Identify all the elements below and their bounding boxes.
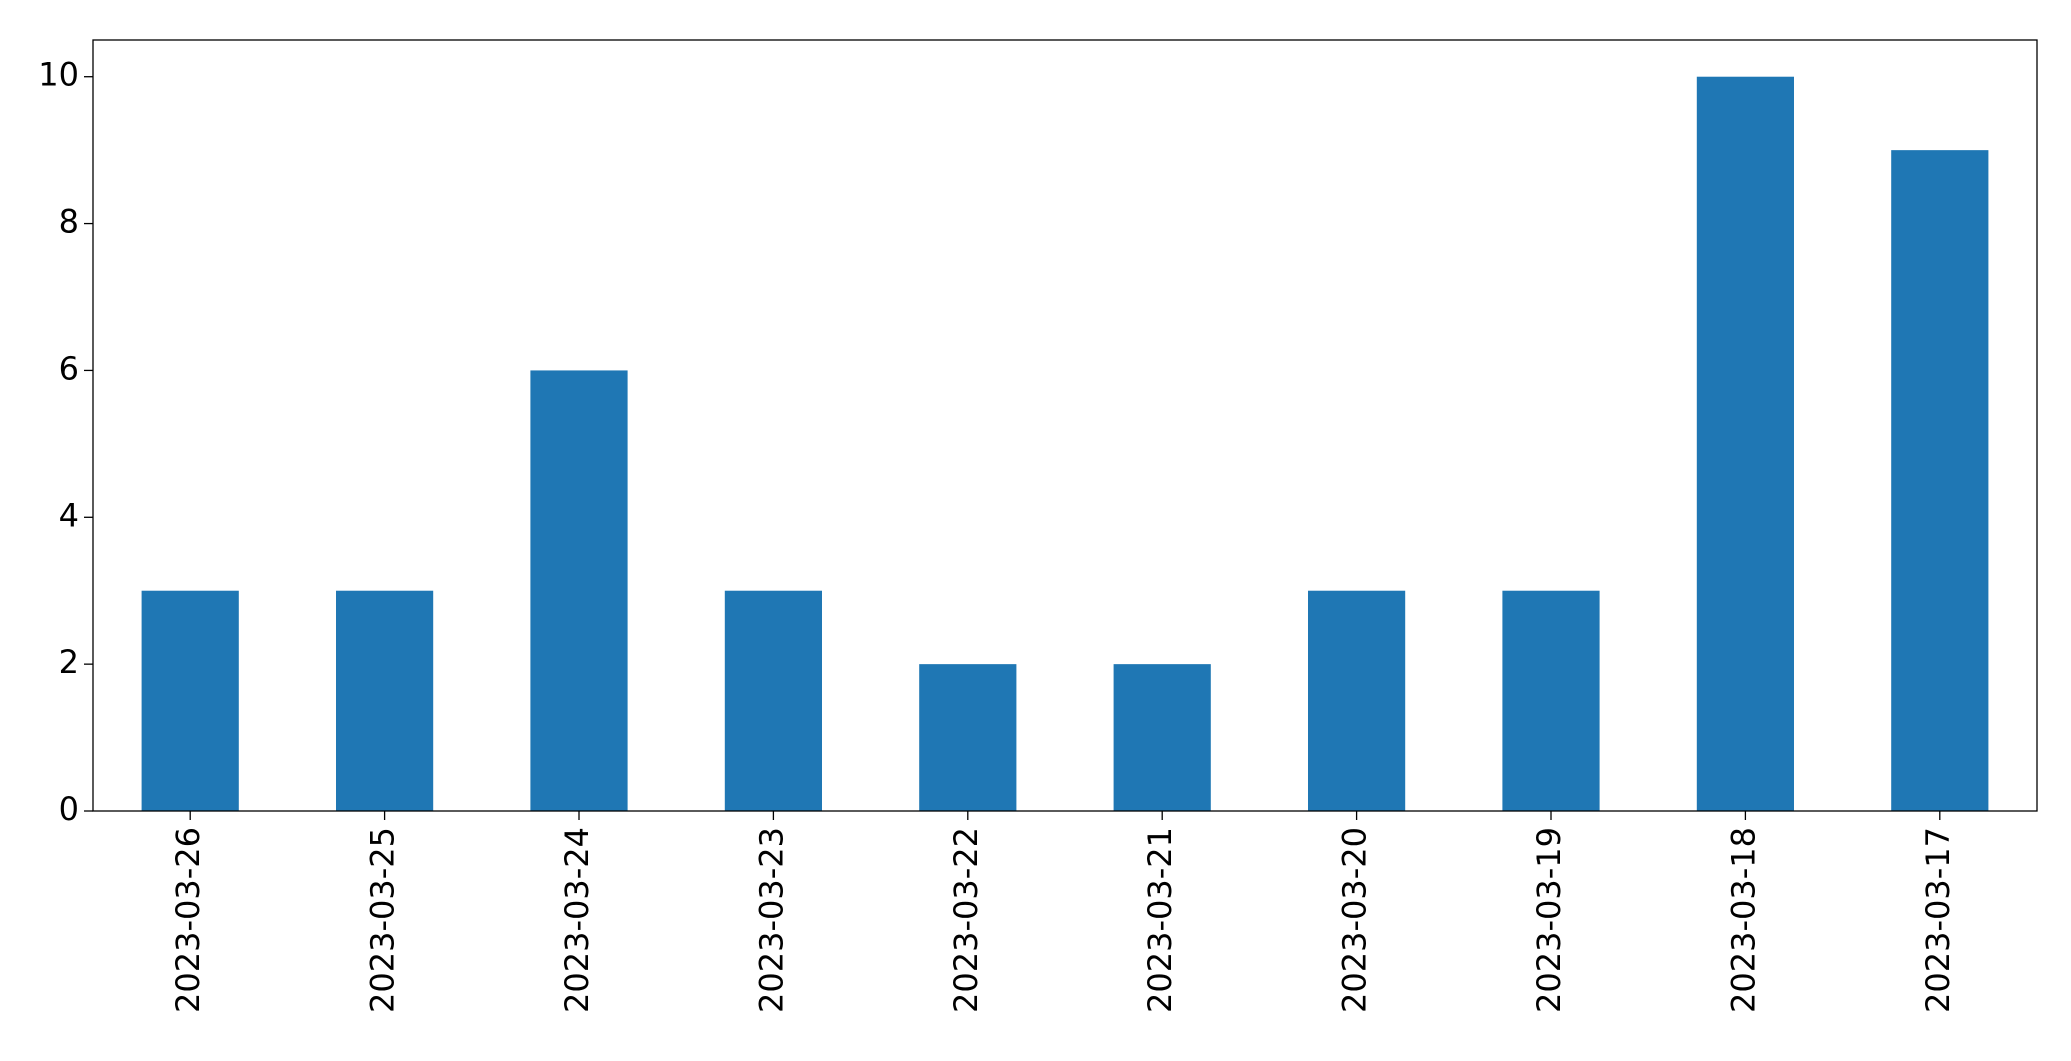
y-tick-label: 8 [59,203,79,241]
bar [141,590,239,811]
x-tick-label: 2023-03-25 [364,827,402,1013]
bar [1891,150,1989,812]
y-tick-label: 4 [59,496,79,534]
x-tick-label: 2023-03-20 [1336,827,1374,1013]
bar [1308,590,1406,811]
x-tick-label: 2023-03-17 [1919,827,1957,1013]
x-tick-label: 2023-03-22 [947,827,985,1013]
bar [530,370,628,811]
x-tick-label: 2023-03-23 [752,827,790,1013]
bar [724,590,822,811]
x-tick-label: 2023-03-24 [558,827,596,1013]
bar [336,590,434,811]
bar [1696,76,1794,811]
y-tick-label: 2 [59,643,79,681]
y-tick-label: 0 [59,790,79,828]
bar [919,664,1017,811]
x-tick-label: 2023-03-26 [169,827,207,1013]
plot-frame [92,39,2038,812]
y-tick-label: 10 [38,56,79,94]
bar [1502,590,1600,811]
x-tick-label: 2023-03-21 [1141,827,1179,1013]
x-tick-label: 2023-03-18 [1724,827,1762,1013]
bar [1113,664,1211,811]
y-tick-label: 6 [59,349,79,387]
x-tick-label: 2023-03-19 [1530,827,1568,1013]
